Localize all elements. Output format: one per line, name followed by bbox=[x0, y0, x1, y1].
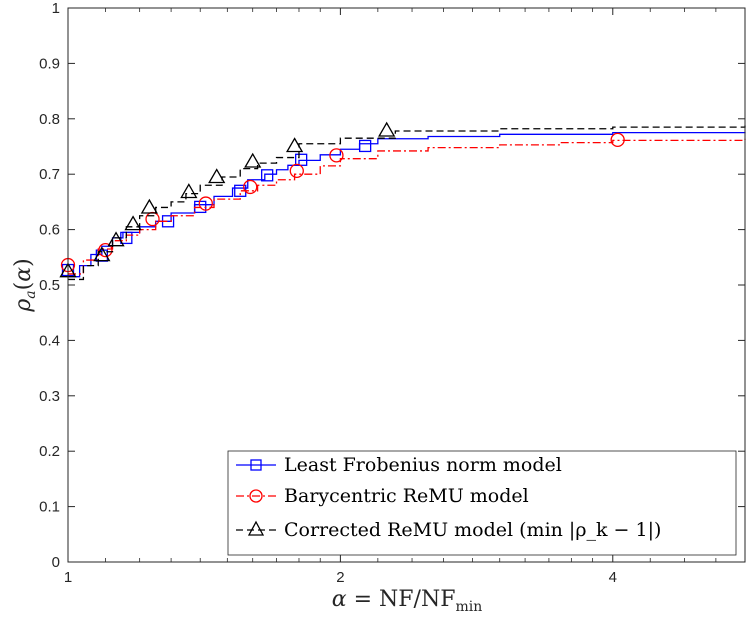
y-tick-label: 0.8 bbox=[39, 111, 60, 128]
x-tick-label: 1 bbox=[64, 569, 72, 586]
legend: Least Frobenius norm model Barycentric R… bbox=[227, 450, 737, 556]
marker-triangle bbox=[107, 231, 125, 247]
y-tick-label: 0.3 bbox=[39, 388, 60, 405]
y-tick-label: 0.5 bbox=[39, 277, 60, 294]
marker-triangle bbox=[124, 215, 142, 231]
tick-labels: 0 0.1 0.2 0.3 0.4 0.5 0.6 0.7 0.8 0.9 1 1 2 4 bbox=[39, 0, 617, 586]
marker-triangle bbox=[208, 168, 226, 184]
series-layer bbox=[59, 121, 746, 281]
marker-circle bbox=[145, 211, 160, 227]
marker-triangle bbox=[285, 137, 304, 153]
y-tick-label: 0.6 bbox=[39, 222, 60, 239]
marker-circle bbox=[198, 196, 213, 211]
legend-marker-square bbox=[250, 459, 262, 471]
y-axis-title: ρa(α) bbox=[11, 258, 39, 312]
y-tick-label: 0.7 bbox=[39, 166, 60, 183]
marker-triangle bbox=[93, 246, 111, 262]
y-tick-label: 0.4 bbox=[39, 332, 60, 349]
legend-marker-circle bbox=[249, 489, 263, 503]
marker-square bbox=[261, 169, 274, 182]
marker-circle bbox=[610, 132, 625, 148]
x-tick-label: 2 bbox=[336, 569, 344, 586]
y-tick-label: 0.9 bbox=[39, 55, 60, 72]
marker-square bbox=[358, 139, 372, 153]
marker-triangle bbox=[378, 121, 396, 137]
marker-triangle bbox=[180, 183, 198, 199]
y-tick-label: 0.2 bbox=[39, 443, 60, 460]
legend-label-corrected: Corrected ReMU model (min |ρ_k − 1|) bbox=[284, 519, 661, 541]
marker-circle bbox=[329, 148, 344, 163]
y-tick-label: 1 bbox=[52, 0, 60, 17]
axes bbox=[67, 7, 746, 563]
series-line-1 bbox=[68, 138, 746, 275]
legend-marker-triangle bbox=[247, 520, 265, 536]
x-tick-label: 4 bbox=[609, 569, 617, 586]
marker-circle bbox=[98, 242, 113, 258]
x-axis-title: α = NF/NFmin bbox=[332, 587, 483, 615]
legend-label-barycentric: Barycentric ReMU model bbox=[284, 485, 529, 507]
legend-label-least-frobenius: Least Frobenius norm model bbox=[284, 454, 562, 476]
marker-circle bbox=[243, 179, 258, 195]
y-tick-label: 0.1 bbox=[39, 499, 60, 516]
marker-circle bbox=[289, 163, 304, 179]
marker-triangle bbox=[244, 152, 262, 168]
series-line-2 bbox=[68, 125, 746, 281]
y-tick-label: 0 bbox=[52, 554, 60, 571]
legend-box bbox=[227, 450, 737, 556]
marker-triangle bbox=[140, 198, 158, 214]
series-line-0 bbox=[68, 132, 746, 278]
